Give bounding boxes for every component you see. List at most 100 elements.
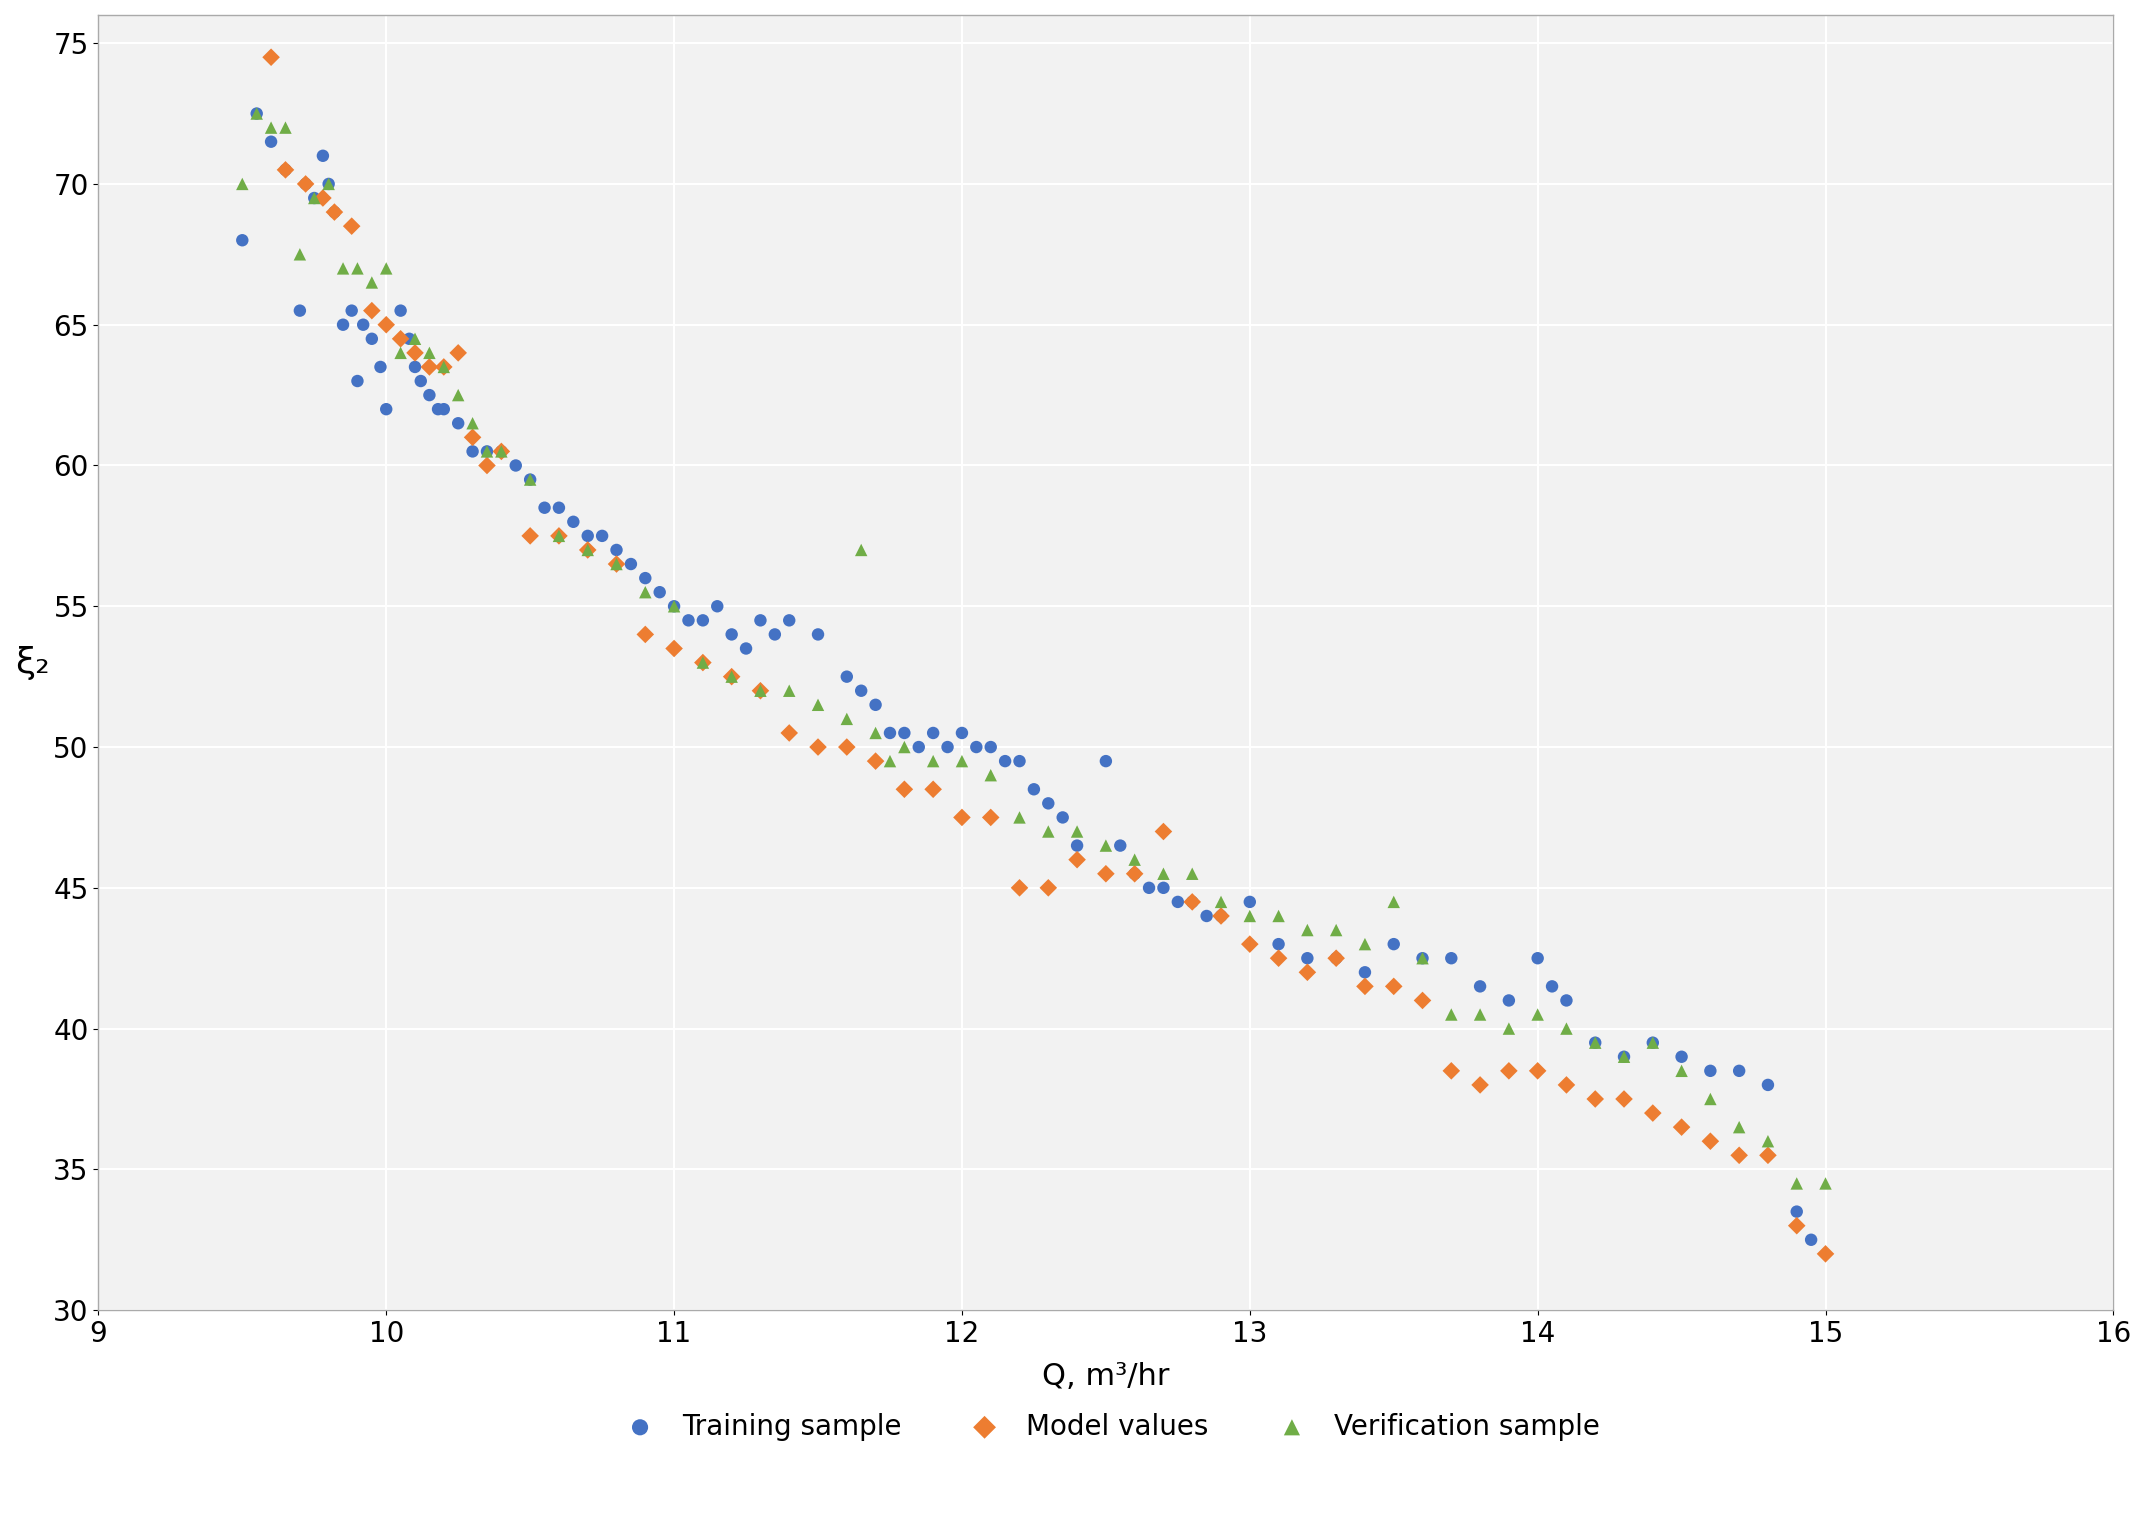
Model values	[1030, 876, 1064, 901]
Model values	[1779, 1214, 1813, 1238]
Training sample	[629, 566, 663, 590]
Training sample	[1146, 876, 1180, 901]
Model values	[1693, 1128, 1728, 1153]
Training sample	[288, 171, 322, 196]
Model values	[318, 200, 352, 225]
Training sample	[1017, 777, 1052, 801]
Verification sample	[397, 327, 431, 352]
Training sample	[1693, 1058, 1728, 1083]
Training sample	[916, 720, 951, 745]
Training sample	[393, 327, 427, 352]
Model values	[1232, 931, 1266, 956]
Training sample	[240, 101, 275, 125]
Model values	[1176, 890, 1210, 914]
Training sample	[541, 495, 575, 520]
Verification sample	[715, 665, 749, 690]
Model values	[831, 735, 865, 760]
Training sample	[614, 552, 648, 576]
Training sample	[858, 693, 893, 717]
Training sample	[1103, 833, 1137, 858]
Training sample	[397, 355, 431, 379]
Model values	[629, 622, 663, 647]
Training sample	[455, 439, 489, 463]
Verification sample	[687, 650, 721, 674]
Training sample	[305, 144, 339, 168]
Training sample	[485, 439, 519, 463]
Verification sample	[384, 341, 418, 365]
Verification sample	[1464, 1003, 1498, 1027]
Model values	[916, 777, 951, 801]
Training sample	[1607, 1044, 1642, 1069]
Model values	[571, 538, 605, 563]
Verification sample	[1665, 1058, 1700, 1083]
Training sample	[341, 368, 376, 393]
Training sample	[253, 130, 288, 154]
Training sample	[974, 735, 1009, 760]
Verification sample	[240, 101, 275, 125]
Model values	[1376, 974, 1410, 998]
Model values	[800, 735, 835, 760]
Verification sample	[485, 439, 519, 463]
Verification sample	[1607, 1044, 1642, 1069]
Training sample	[1088, 749, 1122, 774]
Training sample	[657, 595, 691, 619]
Verification sample	[1146, 861, 1180, 885]
Verification sample	[1262, 904, 1296, 928]
Verification sample	[1118, 847, 1152, 872]
Training sample	[1434, 946, 1468, 971]
Verification sample	[1376, 890, 1410, 914]
Verification sample	[427, 355, 461, 379]
Training sample	[1161, 890, 1195, 914]
Model values	[1204, 904, 1238, 928]
Training sample	[335, 298, 369, 323]
Training sample	[296, 187, 330, 211]
Model values	[1577, 1087, 1612, 1112]
Training sample	[384, 298, 418, 323]
Y-axis label: ξ₂: ξ₂	[15, 645, 49, 679]
Model values	[1809, 1242, 1843, 1266]
Training sample	[268, 157, 303, 182]
Verification sample	[341, 257, 376, 281]
Training sample	[1002, 749, 1037, 774]
Verification sample	[657, 595, 691, 619]
Model values	[288, 171, 322, 196]
Training sample	[586, 523, 620, 547]
Training sample	[528, 495, 562, 520]
Training sample	[599, 538, 633, 563]
Verification sample	[1406, 946, 1440, 971]
Model values	[384, 327, 418, 352]
Training sample	[225, 228, 260, 252]
Training sample	[412, 382, 446, 407]
Training sample	[1290, 946, 1324, 971]
Training sample	[1406, 946, 1440, 971]
Model values	[442, 341, 476, 365]
Verification sample	[858, 720, 893, 745]
Training sample	[901, 735, 936, 760]
Verification sample	[513, 468, 547, 492]
Model values	[1522, 1058, 1556, 1083]
Training sample	[498, 453, 532, 477]
Verification sample	[1434, 1003, 1468, 1027]
Verification sample	[1693, 1087, 1728, 1112]
Verification sample	[283, 242, 318, 266]
Model values	[1060, 847, 1094, 872]
Model values	[412, 355, 446, 379]
Model values	[397, 341, 431, 365]
Training sample	[1060, 833, 1094, 858]
Training sample	[886, 720, 921, 745]
Training sample	[556, 509, 590, 534]
X-axis label: Q, m³/hr: Q, m³/hr	[1043, 1362, 1170, 1391]
Training sample	[715, 622, 749, 647]
Model values	[944, 806, 979, 830]
Training sample	[442, 411, 476, 436]
Training sample	[311, 171, 346, 196]
Training sample	[1176, 890, 1210, 914]
Training sample	[687, 609, 721, 633]
Verification sample	[369, 257, 403, 281]
Verification sample	[253, 115, 288, 139]
Model values	[1607, 1087, 1642, 1112]
Verification sample	[571, 538, 605, 563]
Model values	[369, 312, 403, 336]
Model values	[1348, 974, 1382, 998]
Training sample	[1549, 988, 1584, 1012]
